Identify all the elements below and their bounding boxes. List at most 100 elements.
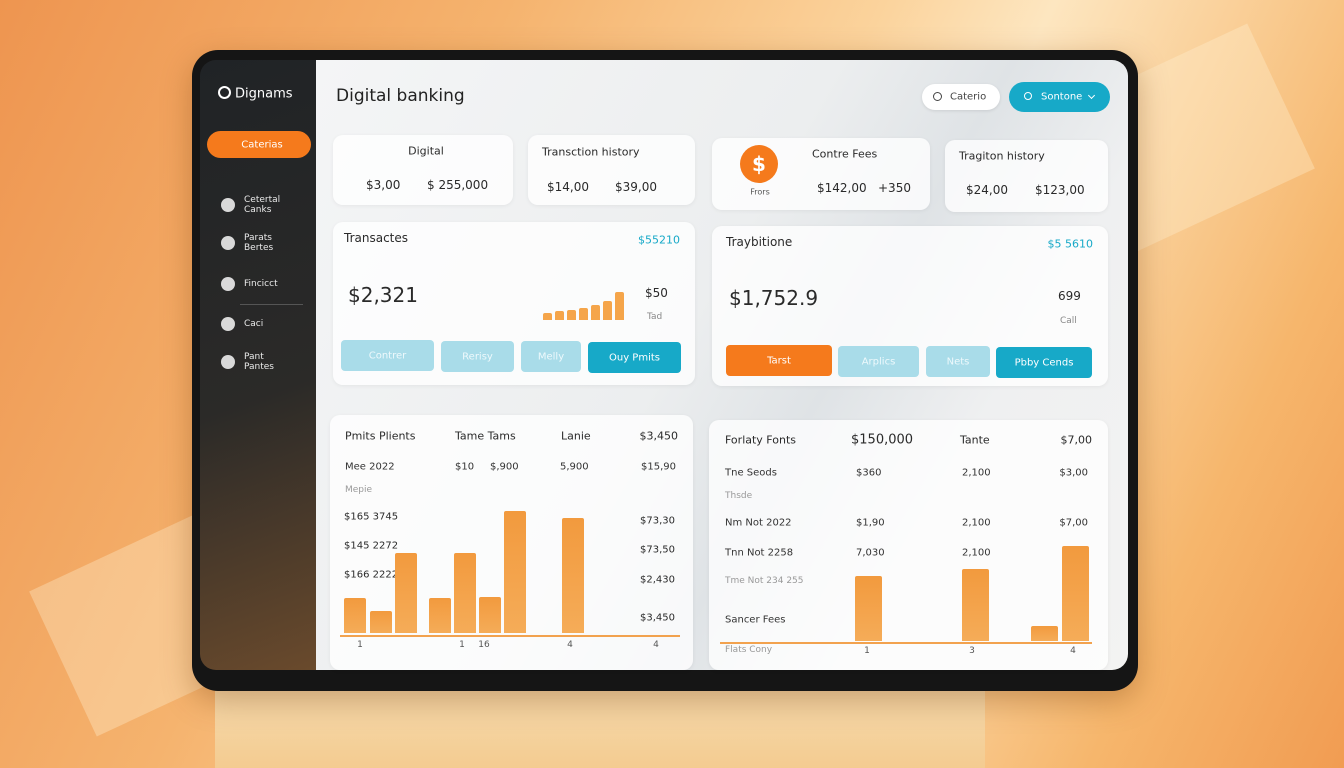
table-header: Forlaty Fonts bbox=[725, 433, 796, 447]
card-value: $ 255,000 bbox=[427, 178, 489, 192]
table-cell: 2,100 bbox=[962, 547, 991, 559]
table-cell: $1,90 bbox=[856, 517, 885, 529]
card-title: Contre Fees bbox=[812, 147, 878, 161]
table-header: Pmits Plients bbox=[345, 429, 416, 443]
icon-label: Frors bbox=[750, 187, 770, 197]
divider bbox=[240, 304, 303, 305]
table-header: $150,000 bbox=[851, 432, 914, 448]
menu-item[interactable]: Fincicct bbox=[244, 279, 278, 289]
table-header: $7,00 bbox=[1060, 433, 1093, 447]
card-value: $142,00 bbox=[817, 181, 867, 195]
x-label: 1 bbox=[459, 640, 465, 650]
mini-bar bbox=[555, 311, 564, 320]
sidebar-button-label: Caterias bbox=[241, 139, 283, 151]
panel-button[interactable] bbox=[726, 345, 832, 376]
panel-button[interactable] bbox=[441, 341, 514, 372]
bar bbox=[344, 598, 366, 633]
bar bbox=[562, 518, 584, 633]
panel-title: Transactes bbox=[344, 231, 409, 245]
table-cell: Mepie bbox=[345, 485, 373, 495]
panel-button-label: Contrer bbox=[368, 350, 407, 361]
bar bbox=[962, 569, 989, 641]
x-label: 1 bbox=[357, 640, 363, 650]
x-label: 4 bbox=[653, 640, 659, 650]
panel-button-label: Nets bbox=[946, 356, 970, 367]
card-title: Tragiton history bbox=[959, 149, 1045, 163]
menu-item[interactable]: Caci bbox=[244, 319, 264, 329]
panel-button-label: Melly bbox=[537, 351, 565, 362]
table-cell: $3,00 bbox=[1059, 467, 1088, 479]
bar bbox=[1062, 546, 1089, 641]
mini-bar bbox=[579, 308, 588, 320]
x-label: 4 bbox=[1070, 646, 1076, 656]
page-title: Digital banking bbox=[336, 86, 465, 106]
panel-button[interactable] bbox=[588, 342, 681, 373]
table-cell: $15,90 bbox=[641, 461, 676, 473]
table-cell: Flats Cony bbox=[725, 645, 773, 655]
menu-icon bbox=[221, 277, 235, 291]
bar bbox=[1031, 626, 1058, 641]
card-value: +350 bbox=[878, 181, 911, 195]
table-cell: Mee 2022 bbox=[345, 461, 395, 473]
mini-bar bbox=[567, 310, 576, 320]
panel-side-value: 699 bbox=[1058, 289, 1081, 303]
bar bbox=[429, 598, 451, 633]
panel-amount: $1,752.9 bbox=[729, 286, 819, 310]
menu-item[interactable]: Cetertal Canks bbox=[244, 195, 281, 215]
right-label: $3,450 bbox=[640, 612, 675, 624]
summary-card bbox=[333, 135, 513, 205]
axis-line bbox=[720, 642, 1092, 644]
menu-item[interactable]: Pant Pantes bbox=[244, 352, 274, 372]
sidebar-button[interactable] bbox=[207, 131, 311, 158]
card-title: Transction history bbox=[542, 145, 640, 159]
x-label: 3 bbox=[969, 646, 975, 656]
panel-amount: $2,321 bbox=[348, 283, 418, 307]
table-cell: 2,100 bbox=[962, 467, 991, 479]
panel-title: Traybitione bbox=[726, 235, 793, 249]
summary-card bbox=[945, 140, 1108, 212]
panel-button-label: Ouy Pmits bbox=[609, 352, 660, 363]
panel-badge: $55210 bbox=[638, 233, 680, 247]
icon-circle bbox=[740, 145, 778, 183]
bar bbox=[370, 611, 392, 633]
search-icon bbox=[933, 92, 942, 101]
mini-bar bbox=[615, 292, 624, 320]
search-label: Caterio bbox=[950, 91, 987, 103]
header-button-icon bbox=[1024, 92, 1032, 100]
card-title: Digital bbox=[408, 144, 444, 158]
card-value: $24,00 bbox=[966, 183, 1008, 197]
x-label: 1 bbox=[864, 646, 870, 656]
panel-badge: $5 5610 bbox=[1047, 237, 1094, 251]
table-cell: $10 bbox=[455, 461, 475, 473]
table-header: Tante bbox=[960, 433, 990, 447]
table-cell: Tne Seods bbox=[725, 467, 777, 479]
table-cell: 2,100 bbox=[962, 517, 991, 529]
stand bbox=[215, 680, 985, 768]
panel-side-value: $50 bbox=[645, 286, 668, 300]
menu-icon bbox=[221, 355, 235, 369]
panel-button[interactable] bbox=[926, 346, 990, 377]
row-label: $145 2272 bbox=[344, 540, 399, 552]
row-label: $166 2222 bbox=[344, 569, 399, 581]
icon: $ bbox=[752, 152, 766, 176]
table-header: Lanie bbox=[561, 429, 591, 443]
x-label: 4 bbox=[567, 640, 573, 650]
mini-bar bbox=[543, 313, 552, 320]
right-label: $73,50 bbox=[640, 544, 675, 556]
menu-icon bbox=[221, 198, 235, 212]
menu-item[interactable]: Parats Bertes bbox=[244, 233, 274, 253]
panel-button[interactable] bbox=[521, 341, 581, 372]
table-cell: Tnn Not 2258 bbox=[725, 547, 794, 559]
header-button-label: Sontone bbox=[1041, 91, 1083, 103]
panel-button[interactable] bbox=[341, 340, 434, 371]
logo-icon bbox=[218, 86, 231, 99]
right-label: $73,30 bbox=[640, 515, 675, 527]
sidebar bbox=[200, 60, 318, 670]
panel-button[interactable] bbox=[838, 346, 919, 377]
panel-button[interactable] bbox=[996, 347, 1092, 378]
bar bbox=[454, 553, 476, 633]
mini-bar bbox=[591, 305, 600, 320]
logo: Dignams bbox=[235, 86, 293, 102]
table-cell: 5,900 bbox=[560, 461, 589, 473]
row-label: $165 3745 bbox=[344, 511, 399, 523]
